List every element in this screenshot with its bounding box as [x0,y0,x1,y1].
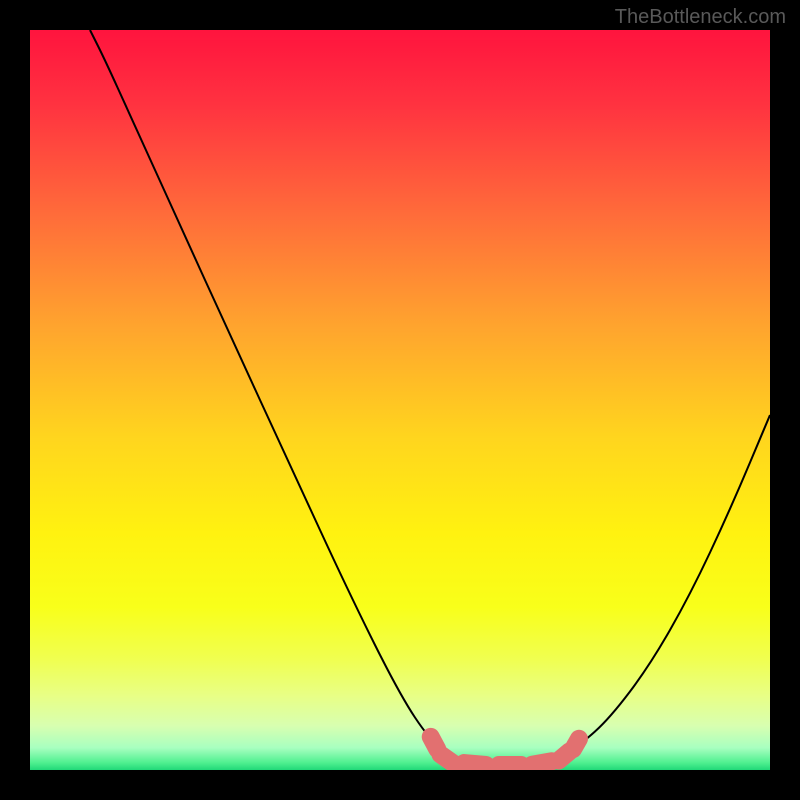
chart-container: TheBottleneck.com [0,0,800,800]
watermark-text: TheBottleneck.com [615,6,786,29]
plot-area [30,30,770,770]
gradient-background [30,30,770,770]
